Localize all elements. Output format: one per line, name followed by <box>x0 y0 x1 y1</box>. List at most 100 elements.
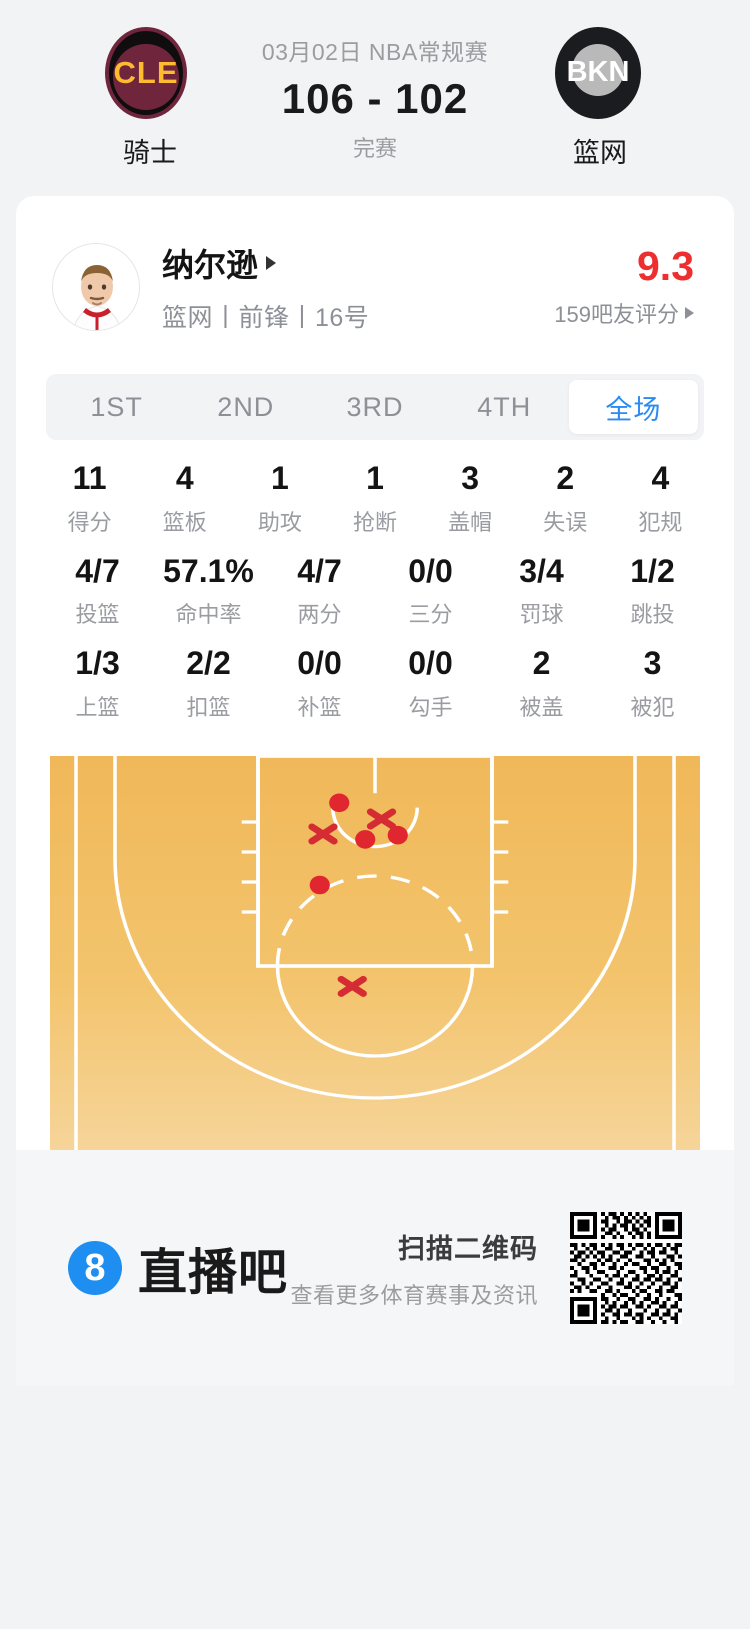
stat-value: 1 <box>270 460 289 496</box>
home-team-abbr: CLE <box>113 54 179 90</box>
stat-two-point: 4/7 两分 <box>264 552 375 630</box>
stat-value: 4 <box>175 460 194 496</box>
brand-mark-icon: 8 <box>68 1241 122 1295</box>
qr-title: 扫描二维码 <box>398 1233 538 1264</box>
tab-4th[interactable]: 4TH <box>477 391 532 422</box>
player-header: 纳尔逊 篮网丨前锋丨16号 9.3 159吧友评分 <box>16 196 734 360</box>
stat-fouls: 4 犯规 <box>613 461 708 537</box>
stat-label: 被盖 <box>519 694 564 720</box>
stat-tip-in: 0/0 补篮 <box>264 647 375 722</box>
qr-subtitle: 查看更多体育赛事及资讯 <box>290 1282 538 1308</box>
stat-fouls-drawn: 3 被犯 <box>597 647 708 722</box>
stat-hook-shot: 0/0 勾手 <box>375 647 486 722</box>
stat-fg-percent: 57.1% 命中率 <box>153 552 264 630</box>
stat-turnovers: 2 失误 <box>518 460 613 537</box>
rating-label: 159吧友评分 <box>554 301 679 327</box>
stat-value: 1/2 <box>630 552 675 589</box>
stat-rebounds: 4 篮板 <box>137 460 232 537</box>
stat-label: 两分 <box>297 602 342 628</box>
player-card: 纳尔逊 篮网丨前锋丨16号 9.3 159吧友评分 1ST 2ND 3RD 4T… <box>16 196 734 1386</box>
chevron-right-small-icon <box>685 306 694 319</box>
stat-dunk: 2/2 扣篮 <box>153 647 264 722</box>
brand-name: 直播吧 <box>138 1245 289 1300</box>
stat-value: 0/0 <box>297 645 342 682</box>
stat-steals: 1 抢断 <box>327 460 422 537</box>
player-avatar <box>52 243 140 331</box>
stat-label: 勾手 <box>408 694 453 720</box>
stat-blocks: 3 盖帽 <box>423 460 518 537</box>
shot-markers <box>308 793 408 997</box>
stat-label: 抢断 <box>352 509 397 535</box>
qr-code-icon[interactable] <box>570 1212 682 1324</box>
tab-3rd[interactable]: 3RD <box>346 391 404 422</box>
stat-assists: 1 助攻 <box>232 460 327 537</box>
score-center: 03月02日 NBA常规赛 106 - 102 完赛 <box>240 33 510 163</box>
stat-value: 3/4 <box>519 552 564 589</box>
stat-shots-blocked: 2 被盖 <box>486 647 597 722</box>
period-tabs[interactable]: 1ST 2ND 3RD 4TH 全场 <box>46 374 704 440</box>
stat-value: 57.1% <box>163 552 254 589</box>
stat-value: 2/2 <box>186 645 231 682</box>
player-team-position: 篮网丨前锋丨16号 <box>162 304 370 332</box>
stat-label: 补篮 <box>297 694 342 720</box>
player-rating[interactable]: 9.3 159吧友评分 <box>554 242 698 329</box>
app-footer: 8 直播吧 扫描二维码 查看更多体育赛事及资讯 <box>16 1150 734 1386</box>
stat-label: 三分 <box>408 602 453 628</box>
tab-1st[interactable]: 1ST <box>90 391 143 422</box>
player-name: 纳尔逊 <box>162 247 259 283</box>
stat-value: 1 <box>366 460 384 496</box>
match-meta: 03月02日 NBA常规赛 <box>261 39 489 65</box>
stat-label: 助攻 <box>257 509 302 535</box>
tab-full-game[interactable]: 全场 <box>568 380 699 434</box>
stat-value: 4/7 <box>297 552 342 589</box>
player-name-line[interactable]: 纳尔逊 <box>162 240 554 286</box>
away-team-name: 篮网 <box>573 137 627 168</box>
qr-text: 扫描二维码 查看更多体育赛事及资讯 <box>290 1227 538 1310</box>
scoreboard-header: CLE 骑士 03月02日 NBA常规赛 106 - 102 完赛 BKN 篮网 <box>0 0 750 196</box>
stat-value: 3 <box>461 460 480 496</box>
stat-label: 犯规 <box>638 509 683 535</box>
stat-layup: 1/3 上篮 <box>42 647 153 722</box>
stat-value: 4/7 <box>75 552 120 589</box>
stat-free-throws: 3/4 罚球 <box>486 552 597 630</box>
match-score: 106 - 102 <box>281 75 469 122</box>
stat-label: 得分 <box>67 509 112 535</box>
stat-label: 上篮 <box>75 694 120 720</box>
brand-logo[interactable]: 8 直播吧 <box>68 1233 288 1304</box>
away-team-logo: BKN <box>555 26 645 119</box>
away-team[interactable]: BKN 篮网 <box>510 26 690 170</box>
stat-label: 罚球 <box>519 602 564 628</box>
tab-2nd[interactable]: 2ND <box>217 391 275 422</box>
stats-row-shot-types: 1/3 上篮 2/2 扣篮 0/0 补篮 0/0 勾手 2 被盖 <box>42 647 708 722</box>
chevron-right-icon <box>266 256 277 270</box>
stat-three-point: 0/0 三分 <box>375 552 486 630</box>
stat-label: 投篮 <box>75 602 120 628</box>
stats-grid: 11 得分 4 篮板 1 助攻 1 抢断 3 盖帽 <box>16 440 734 744</box>
player-meta: 纳尔逊 篮网丨前锋丨16号 <box>162 240 554 334</box>
stat-value: 3 <box>643 645 662 682</box>
stat-label: 命中率 <box>175 602 242 628</box>
stat-jump-shot: 1/2 跳投 <box>597 552 708 630</box>
rating-label-line[interactable]: 159吧友评分 <box>554 297 694 329</box>
stat-value: 1/3 <box>75 645 120 682</box>
stat-value: 11 <box>72 460 107 496</box>
home-team[interactable]: CLE 骑士 <box>60 26 240 170</box>
stat-value: 0/0 <box>408 552 453 589</box>
away-team-abbr: BKN <box>566 56 630 88</box>
stat-value: 2 <box>532 645 551 682</box>
stats-row-shooting: 4/7 投篮 57.1% 命中率 4/7 两分 0/0 三分 3/4 罚球 <box>42 552 708 630</box>
qr-block[interactable]: 扫描二维码 查看更多体育赛事及资讯 <box>290 1212 682 1324</box>
stat-value: 2 <box>556 460 575 496</box>
stat-field-goals: 4/7 投篮 <box>42 552 153 630</box>
match-status: 完赛 <box>352 136 397 161</box>
home-team-logo: CLE <box>105 26 195 119</box>
stat-label: 失误 <box>543 509 588 535</box>
stats-row-basic: 11 得分 4 篮板 1 助攻 1 抢断 3 盖帽 <box>42 460 708 537</box>
stat-label: 跳投 <box>630 602 675 628</box>
stat-label: 被犯 <box>630 694 675 720</box>
stat-label: 盖帽 <box>448 509 493 535</box>
stat-label: 扣篮 <box>186 694 231 720</box>
stat-label: 篮板 <box>162 509 207 535</box>
rating-value: 9.3 <box>637 242 694 289</box>
